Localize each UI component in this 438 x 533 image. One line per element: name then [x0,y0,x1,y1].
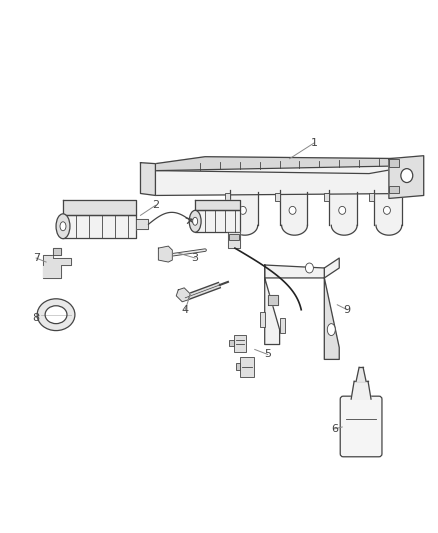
FancyBboxPatch shape [340,396,382,457]
Polygon shape [329,190,357,235]
FancyBboxPatch shape [279,318,285,333]
Ellipse shape [289,206,296,214]
Ellipse shape [189,211,201,232]
Text: 6: 6 [331,424,338,434]
Ellipse shape [37,299,75,330]
FancyBboxPatch shape [225,193,230,201]
Ellipse shape [240,206,246,214]
Ellipse shape [193,217,198,225]
FancyBboxPatch shape [229,234,239,240]
Polygon shape [374,190,402,235]
FancyBboxPatch shape [234,335,246,352]
FancyBboxPatch shape [389,185,399,193]
Ellipse shape [45,306,67,324]
Text: 2: 2 [152,200,159,211]
Ellipse shape [56,214,70,239]
Polygon shape [195,200,240,211]
FancyBboxPatch shape [389,159,399,167]
FancyBboxPatch shape [260,312,265,327]
Polygon shape [135,219,148,229]
Text: 1: 1 [311,138,318,148]
Polygon shape [351,381,371,399]
Polygon shape [43,255,71,278]
FancyBboxPatch shape [240,358,254,377]
Polygon shape [356,367,366,381]
Polygon shape [155,157,414,174]
Text: 3: 3 [192,253,199,263]
Polygon shape [195,211,240,232]
Text: 7: 7 [32,253,40,263]
Polygon shape [63,200,135,215]
Text: 8: 8 [32,313,40,322]
Ellipse shape [339,206,346,214]
Polygon shape [141,163,155,196]
Polygon shape [155,166,414,196]
Polygon shape [230,190,258,235]
Polygon shape [176,288,190,302]
Polygon shape [268,295,278,305]
Text: 9: 9 [344,305,351,314]
Ellipse shape [383,206,390,214]
Ellipse shape [305,263,314,273]
Polygon shape [63,215,135,238]
Polygon shape [389,156,424,198]
FancyBboxPatch shape [275,193,279,201]
Polygon shape [53,248,61,255]
FancyBboxPatch shape [236,364,240,370]
FancyBboxPatch shape [324,193,329,201]
Polygon shape [159,246,172,262]
Polygon shape [324,268,339,359]
Text: 5: 5 [264,350,271,359]
Ellipse shape [327,324,335,336]
Polygon shape [279,190,307,235]
Polygon shape [265,265,279,344]
Text: 4: 4 [182,305,189,314]
FancyBboxPatch shape [229,340,234,346]
Ellipse shape [60,222,66,231]
Ellipse shape [401,168,413,182]
Polygon shape [228,232,240,248]
FancyBboxPatch shape [369,193,374,201]
Polygon shape [265,258,339,278]
